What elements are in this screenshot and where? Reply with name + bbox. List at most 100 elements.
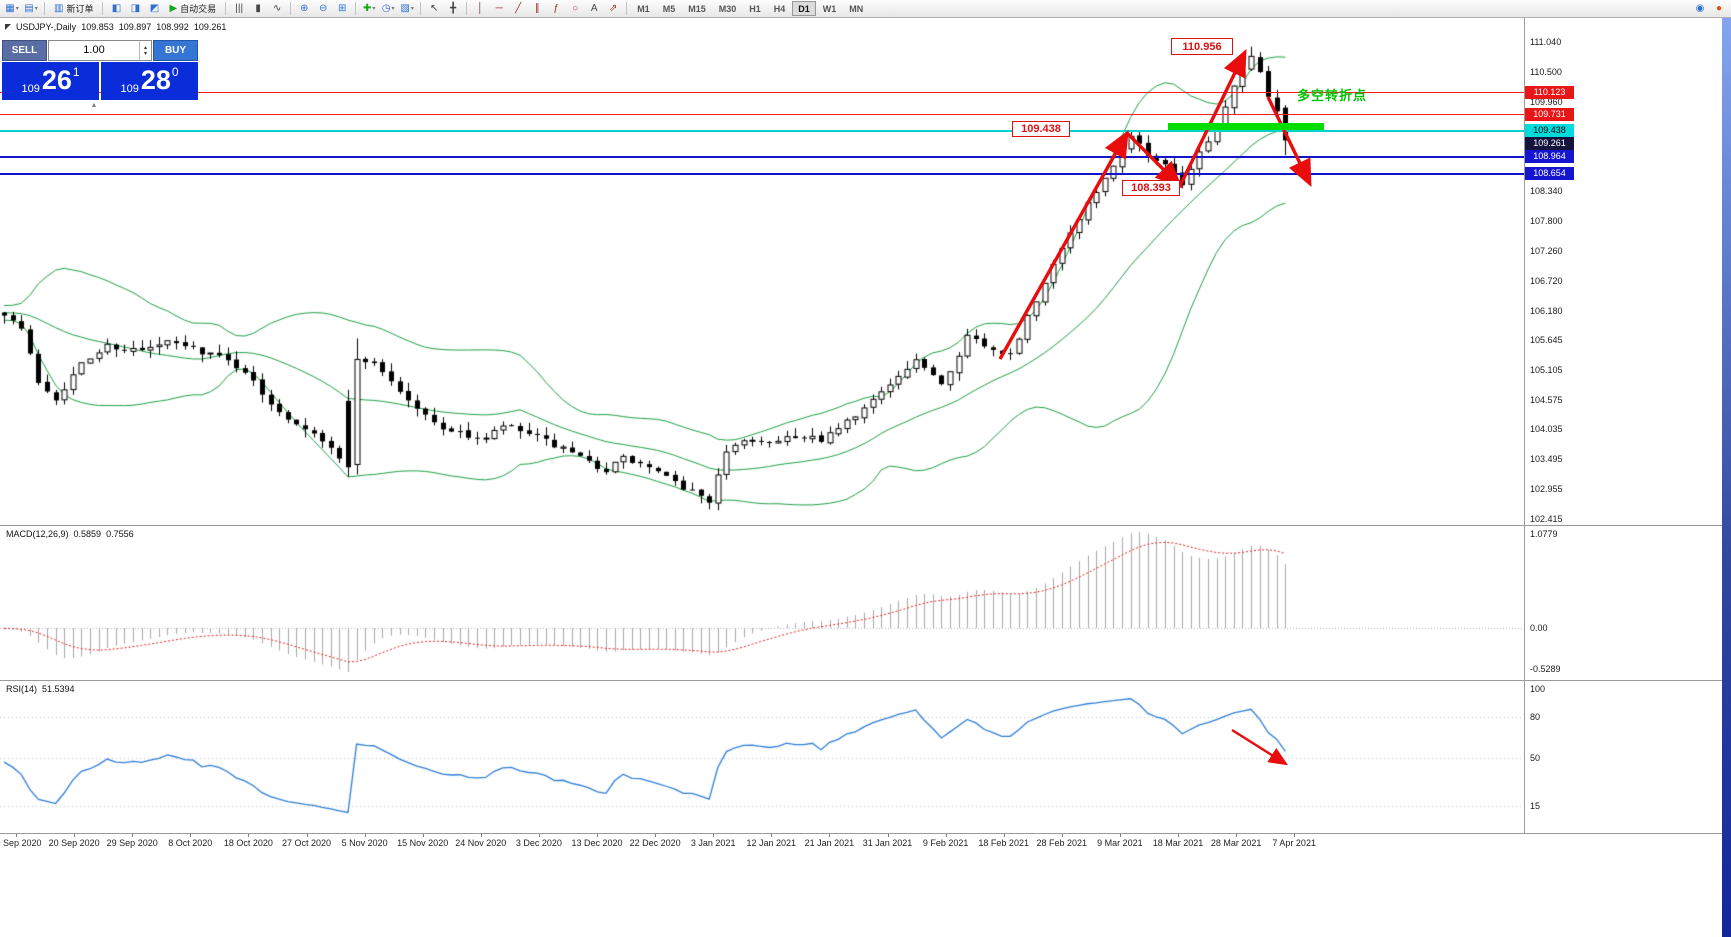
time-axis-tick [829,834,830,837]
community-icon[interactable]: ◉ [1691,1,1709,17]
sell-price-prefix: 109 [21,83,40,95]
macd-value-main: 0.5859 [73,529,102,539]
turning-point-label[interactable]: 多空转折点 [1297,88,1368,103]
chart-line-button[interactable]: ∿ [268,1,286,17]
market-watch-button[interactable]: ◧ [107,1,125,17]
price-annotation-box[interactable]: 110.956 [1171,38,1233,55]
profiles-button[interactable]: ▤ ▾ [22,1,40,17]
new-chart-button[interactable]: ▦ ▾ [3,1,21,17]
dropdown-arrow-icon: ▾ [34,6,38,12]
price-level-line[interactable] [0,172,1524,175]
macd-axis-zero: 0.00 [1530,623,1548,634]
indicators-button[interactable]: ✚ ▾ [360,1,378,17]
trendline-tool-icon: ╱ [515,2,522,14]
one-click-toggle-icon[interactable] [5,24,11,30]
buy-price-display[interactable]: 109 28 0 [101,62,198,100]
new-order-button[interactable]: ▥ 新订单 [49,1,98,17]
toolbar-separator [44,2,45,15]
timeframe-m15-button[interactable]: M15 [688,3,706,14]
time-axis-tick [248,834,249,837]
price-level-line[interactable] [0,155,1524,158]
time-axis-label: 28 Feb 2021 [1036,838,1088,848]
new-order-button-label: 新订单 [66,4,94,14]
macd-panel-separator[interactable] [0,525,1722,526]
text-tool-button[interactable]: A [585,1,603,17]
timeframe-h1-button[interactable]: H1 [749,3,761,14]
price-level-line[interactable] [0,129,1524,132]
autotrading-button-label: 自动交易 [180,4,217,14]
macd-name: MACD(12,26,9) [6,529,69,539]
alerts-icon[interactable]: ● [1710,1,1728,17]
time-axis-tick [16,834,17,837]
zoom-in-button[interactable]: ⊕ [295,1,313,17]
buy-price-pip: 0 [171,65,179,79]
time-axis-label: 15 Nov 2020 [397,838,449,848]
stepper-down-icon[interactable]: ▾ [143,50,147,57]
text-tool-icon: A [590,2,598,14]
ellipse-tool-button[interactable]: ○ [566,1,584,17]
periods-button[interactable]: ◷ ▾ [379,1,397,17]
channel-tool-button[interactable]: ∥ [528,1,546,17]
cursor-tool-icon: ↖ [429,2,439,14]
trendline-tool-button[interactable]: ╱ [509,1,527,17]
timeframe-m1-button[interactable]: M1 [637,3,650,14]
fibonacci-tool-button[interactable]: ƒ [547,1,565,17]
volume-field[interactable]: 1.00 ▴ ▾ [48,40,152,61]
price-level-line[interactable] [0,113,1524,115]
rsi-panel-canvas[interactable] [0,681,1524,833]
chart-line-icon: ∿ [272,2,282,14]
price-axis-tick: 102.955 [1530,484,1563,495]
time-axis-label: 22 Dec 2020 [629,838,681,848]
time-axis-label: 12 Jan 2021 [746,838,797,848]
timeframe-m5-button[interactable]: M5 [662,3,676,14]
toolbar-separator [102,2,104,15]
volume-stepper[interactable]: ▴ ▾ [139,41,151,60]
navigator-button[interactable]: ◩ [145,1,163,17]
rsi-panel-separator[interactable] [0,680,1722,681]
chart-ohlc-header: USDJPY-,Daily 109.853 109.897 108.992 10… [5,22,226,32]
chart-bars-button[interactable]: ||| [230,1,248,17]
timeframe-d1-button[interactable]: D1 [792,1,816,16]
indicators-icon: ✚ [362,2,372,14]
time-axis-label: 18 Oct 2020 [223,838,273,848]
timeframe-m30-button[interactable]: M30 [718,3,737,14]
macd-axis-max: 1.0779 [1530,529,1558,539]
time-axis-label: 20 Sep 2020 [48,838,100,848]
main-chart-canvas[interactable] [0,18,1524,525]
chart-candles-button[interactable]: ▮ [249,1,267,17]
trade-panel-collapse-arrow[interactable]: ▴ [92,100,97,109]
tile-windows-button[interactable]: ⊞ [333,1,351,17]
price-annotation-box[interactable]: 109.438 [1012,121,1070,137]
crosshair-tool-button[interactable]: ╋ [444,1,462,17]
ohlc-close: 109.261 [193,22,227,32]
timeframe-h4-button[interactable]: H4 [773,3,786,14]
arrow-tool-icon: ⇗ [608,2,618,14]
price-annotation-box[interactable]: 108.393 [1122,180,1180,196]
stepper-up-icon[interactable]: ▴ [143,44,147,51]
time-axis-tick [771,834,772,837]
timeframe-w1-button[interactable]: W1 [822,3,837,14]
horizontal-line-tool-button[interactable]: ─ [490,1,508,17]
time-axis-label: 10 Sep 2020 [0,838,42,848]
templates-button[interactable]: ▧ ▾ [398,1,416,17]
rsi-label: RSI(14) 51.5394 [6,684,75,694]
toolbar: ▦ ▾ ▤ ▾ ▥ 新订单 ◧ ◨ ◩ ▶ 自动交易 ||| ▮ ∿ ⊕ ⊖ ⊞ ✚ ▾ ◷ ▾ ▧ ▾ ↖ ╋ │ ─ ╱ ∥ ƒ ○ A ⇗… [0,0,1731,18]
data-window-button[interactable]: ◨ [126,1,144,17]
zoom-out-button[interactable]: ⊖ [314,1,332,17]
rsi-axis-label: 15 [1530,801,1541,812]
vertical-line-tool-icon: │ [477,2,484,14]
autotrading-button[interactable]: ▶ 自动交易 [164,1,221,17]
buy-button[interactable]: BUY [153,40,198,61]
vertical-line-tool-button[interactable]: │ [471,1,489,17]
sell-price-display[interactable]: 109 26 1 [2,62,99,100]
new-chart-icon: ▦ [5,2,15,14]
chart-candles-icon: ▮ [255,2,261,14]
vertical-scrollbar[interactable] [1722,0,1731,937]
sell-price-pip: 1 [72,65,80,79]
arrow-tool-button[interactable]: ⇗ [604,1,622,17]
timeframe-mn-button[interactable]: MN [849,3,864,14]
price-level-line[interactable] [0,92,1524,94]
macd-panel-canvas[interactable] [0,526,1524,680]
cursor-tool-button[interactable]: ↖ [425,1,443,17]
sell-button[interactable]: SELL [2,40,47,61]
